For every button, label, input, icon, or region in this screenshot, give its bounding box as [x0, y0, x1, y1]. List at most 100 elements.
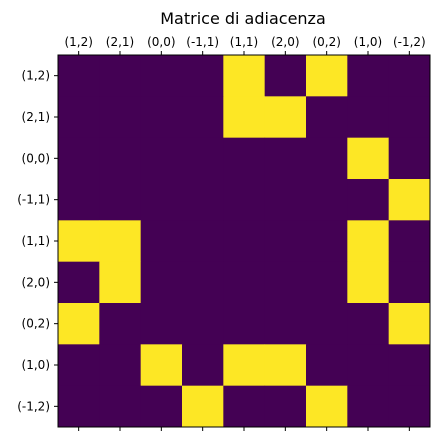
chart-title: Matrice di adiacenza — [160, 9, 326, 28]
heatmap-cell — [347, 303, 390, 345]
x-tick-label: (0,2) — [312, 35, 340, 49]
heatmap-cell — [223, 261, 266, 304]
heatmap-cell — [140, 385, 183, 428]
heatmap-cell — [306, 303, 348, 345]
heatmap-cell — [306, 261, 348, 304]
x-tick-label: (-1,2) — [393, 35, 426, 49]
heatmap-cell — [264, 303, 307, 345]
heatmap-cell — [182, 96, 224, 139]
heatmap-cell — [388, 261, 431, 304]
heatmap-cell — [264, 179, 307, 221]
heatmap-cell — [347, 96, 390, 139]
heatmap-cell — [306, 96, 348, 139]
x-axis-bottom — [78, 427, 410, 431]
x-tick-label: (1,1) — [230, 35, 258, 49]
y-tick-label: (1,1) — [22, 234, 50, 248]
heatmap-cell — [306, 385, 348, 428]
heatmap-cell — [58, 179, 100, 221]
y-tick-label: (0,0) — [22, 151, 50, 165]
heatmap-cell — [58, 96, 100, 139]
heatmap-cell — [306, 344, 348, 387]
y-tick-label: (1,2) — [22, 69, 50, 83]
heatmap-cell — [264, 385, 307, 428]
heatmap-cell — [347, 344, 390, 387]
y-axis-left: (1,2) (2,1) (0,0) (-1,1) (1,1) (2,0) (0,2) (1,0… — [17, 69, 58, 413]
heatmap-cell — [140, 55, 183, 97]
heatmap-cell — [306, 179, 348, 221]
heatmap-cell — [223, 179, 266, 221]
heatmap-cell — [306, 220, 348, 263]
heatmap-cell — [347, 55, 390, 97]
heatmap-cell — [388, 385, 431, 428]
heatmap-cell — [182, 303, 224, 345]
heatmap-cell — [99, 96, 142, 139]
heatmap-cell — [347, 261, 390, 304]
heatmap-cell — [223, 344, 266, 387]
y-tick-label: (2,1) — [22, 110, 50, 124]
heatmap-cell — [264, 55, 307, 97]
heatmap-cell — [264, 220, 307, 263]
heatmap-cell — [347, 220, 390, 263]
y-tick-label: (2,0) — [22, 275, 50, 289]
heatmap-cell — [99, 385, 142, 428]
heatmap-cell — [99, 261, 142, 304]
heatmap-cell — [99, 55, 142, 97]
x-tick-label: (1,2) — [64, 35, 92, 49]
heatmap-cell — [347, 137, 390, 180]
heatmap-cell — [223, 137, 266, 180]
y-tick-label: (-1,2) — [17, 399, 50, 413]
heatmap-cell — [347, 179, 390, 221]
heatmap-cell — [182, 385, 224, 428]
heatmap-cell — [347, 385, 390, 428]
heatmap-cell — [99, 179, 142, 221]
heatmap-cell — [182, 261, 224, 304]
heatmap-cell — [306, 137, 348, 180]
heatmap-cell — [182, 55, 224, 97]
y-tick-label: (-1,1) — [17, 193, 50, 207]
x-axis-top: (1,2) (2,1) (0,0) (-1,1) (1,1) (2,0) (0,2) (1,0… — [64, 35, 426, 55]
x-tick-label: (2,1) — [106, 35, 134, 49]
heatmap-cell — [182, 179, 224, 221]
heatmap-cell — [264, 261, 307, 304]
y-tick-label: (0,2) — [22, 317, 50, 331]
heatmap-cell — [99, 220, 142, 263]
heatmap-cell — [140, 96, 183, 139]
heatmap-cell — [140, 303, 183, 345]
heatmap-cell — [388, 303, 431, 345]
heatmap-cell — [264, 137, 307, 180]
heatmap-cell — [182, 220, 224, 263]
heatmap-cell — [223, 96, 266, 139]
plot-frame — [57, 54, 431, 428]
heatmap-cell — [388, 344, 431, 387]
heatmap-cell — [223, 220, 266, 263]
heatmap-cell — [58, 261, 100, 304]
x-tick-label: (0,0) — [147, 35, 175, 49]
heatmap-cell — [58, 303, 100, 345]
heatmap-cell — [140, 261, 183, 304]
x-tick-label: (-1,1) — [186, 35, 219, 49]
heatmap-cell — [388, 55, 431, 97]
heatmap-cell — [58, 55, 100, 97]
heatmap-cell — [58, 137, 100, 180]
heatmap-cell — [182, 344, 224, 387]
heatmap-cell — [58, 385, 100, 428]
heatmap-cell — [388, 179, 431, 221]
heatmap-cell — [264, 344, 307, 387]
heatmap-cell — [140, 220, 183, 263]
heatmap-cell — [223, 385, 266, 428]
x-tick-label: (1,0) — [354, 35, 382, 49]
heatmap-cell — [140, 137, 183, 180]
heatmap-cell — [388, 96, 431, 139]
heatmap-cell — [140, 344, 183, 387]
heatmap-cell — [264, 96, 307, 139]
heatmap-cell — [140, 179, 183, 221]
heatmap-cell — [388, 220, 431, 263]
heatmap-cell — [223, 303, 266, 345]
heatmap-cell — [388, 137, 431, 180]
x-tick-label: (2,0) — [271, 35, 299, 49]
heatmap-cell — [99, 137, 142, 180]
heatmap-cell — [223, 55, 266, 97]
heatmap-cell — [58, 220, 100, 263]
y-tick-label: (1,0) — [22, 358, 50, 372]
